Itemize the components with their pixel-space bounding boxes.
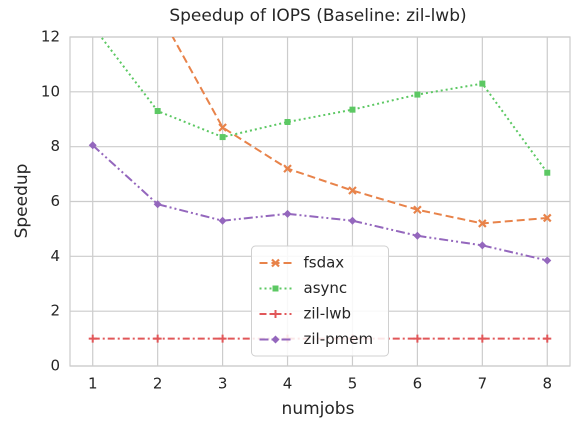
x-tick-label: 4	[283, 375, 293, 393]
marker	[414, 91, 421, 98]
marker	[478, 334, 487, 343]
marker	[88, 141, 97, 150]
marker	[154, 108, 161, 115]
x-tick-label: 3	[218, 375, 228, 393]
y-tick-label: 10	[41, 82, 60, 100]
legend-box	[251, 245, 389, 357]
legend-label: fsdax	[304, 254, 345, 272]
marker	[88, 334, 97, 343]
marker	[544, 169, 551, 176]
marker	[272, 285, 279, 292]
x-tick-label: 1	[88, 375, 98, 393]
marker	[413, 205, 422, 215]
x-axis-label: numjobs	[282, 399, 355, 419]
marker	[271, 258, 280, 268]
marker	[283, 164, 292, 173]
marker	[349, 106, 356, 113]
marker	[271, 310, 280, 318]
x-tick-label: 8	[542, 375, 552, 393]
marker	[478, 241, 487, 250]
y-axis-label: Speedup	[12, 164, 32, 239]
marker	[413, 334, 422, 343]
marker	[219, 134, 226, 141]
marker	[284, 118, 291, 125]
legend-label: async	[304, 279, 348, 297]
y-tick-label: 2	[50, 302, 60, 320]
chart-title: Speedup of IOPS (Baseline: zil-lwb)	[169, 6, 466, 26]
x-tick-label: 7	[478, 375, 488, 393]
marker	[218, 216, 227, 225]
marker	[283, 209, 292, 218]
legend-label: zil-pmem	[304, 330, 374, 348]
marker	[543, 256, 552, 265]
marker	[413, 231, 422, 240]
x-tick-label: 2	[153, 375, 163, 393]
marker	[542, 213, 552, 223]
x-tick-label: 5	[348, 375, 358, 393]
marker	[479, 80, 486, 87]
series-line	[92, 144, 548, 262]
plot-frame	[69, 36, 571, 367]
marker	[153, 334, 162, 343]
y-tick-label: 0	[50, 357, 60, 375]
series-line	[171, 37, 548, 225]
y-tick-label: 8	[50, 137, 60, 155]
marker	[478, 219, 487, 228]
marker	[218, 123, 227, 132]
y-tick-label: 12	[41, 28, 60, 46]
legend-label: zil-lwb	[304, 305, 352, 323]
y-tick-label: 4	[50, 247, 60, 265]
x-tick-label: 6	[413, 375, 423, 393]
marker	[90, 23, 96, 29]
y-tick-label: 6	[50, 192, 60, 210]
marker	[218, 334, 227, 343]
marker	[154, 6, 161, 13]
series-line	[99, 37, 549, 174]
marker	[153, 200, 162, 209]
marker	[348, 216, 357, 225]
marker	[543, 334, 552, 343]
marker	[271, 335, 280, 344]
marker	[348, 186, 357, 195]
